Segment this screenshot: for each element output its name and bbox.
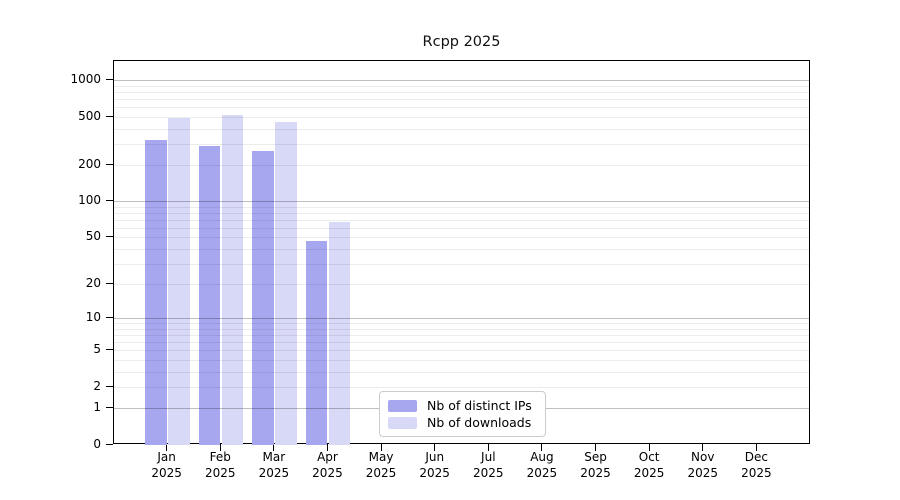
x-tick-mark (755, 444, 757, 451)
x-tick-label: Jul 2025 (473, 450, 504, 480)
bar-nb-of-distinct-ips (252, 150, 274, 445)
y-tick-mark (106, 386, 113, 387)
y-tick-mark (106, 407, 113, 409)
y-tick-label: 200 (78, 157, 101, 172)
gridline-minor (114, 248, 809, 250)
legend-label-downloads: Nb of downloads (427, 414, 532, 430)
legend-swatch-downloads (388, 416, 417, 429)
gridline-minor (114, 323, 809, 325)
x-tick-label: Nov 2025 (687, 450, 719, 480)
gridline-minor (114, 165, 809, 167)
x-tick-label: Aug 2025 (526, 450, 558, 480)
y-tick-mark (106, 317, 113, 319)
y-tick-label: 2 (93, 379, 101, 393)
bar-nb-of-downloads (275, 121, 297, 445)
gridline-major (114, 80, 809, 82)
plot-area (113, 60, 810, 445)
x-tick-label: Dec 2025 (741, 450, 772, 480)
x-tick-mark (648, 444, 650, 451)
gridline-minor (114, 206, 809, 208)
y-tick-mark (106, 349, 113, 351)
legend-entry-downloads: Nb of downloads (388, 414, 537, 430)
x-tick-mark (595, 444, 597, 451)
gridline-minor (114, 387, 809, 388)
y-tick-mark (106, 115, 113, 117)
x-tick-mark (166, 444, 168, 451)
y-tick-mark (106, 79, 113, 81)
y-tick-mark (106, 200, 113, 202)
legend-swatch-distinct-ips (388, 399, 417, 412)
gridline-minor (114, 213, 809, 215)
bar-nb-of-distinct-ips (198, 145, 221, 445)
x-tick-mark (541, 444, 543, 451)
x-tick-label: Apr 2025 (312, 450, 343, 480)
gridline-minor (114, 371, 809, 373)
x-tick-label: Mar 2025 (258, 450, 290, 480)
gridline-minor (114, 99, 809, 101)
legend-label-distinct-ips: Nb of distinct IPs (427, 397, 532, 413)
gridline-minor (114, 143, 809, 145)
chart-title: Rcpp 2025 (422, 34, 501, 50)
gridline-minor (114, 219, 809, 221)
bar-nb-of-downloads (168, 117, 190, 445)
gridline-minor (114, 227, 809, 229)
gridline-minor (114, 116, 809, 118)
gridline-minor (114, 92, 809, 94)
gridline-minor (114, 350, 809, 352)
y-tick-mark (106, 164, 113, 166)
y-tick-label: 5 (93, 342, 101, 357)
x-tick-mark (487, 444, 489, 451)
gridline-minor (114, 128, 809, 130)
gridline-minor (114, 342, 809, 344)
gridline-major (114, 201, 809, 203)
bar-nb-of-distinct-ips (305, 240, 328, 445)
x-tick-label: Jun 2025 (419, 450, 450, 480)
gridline-minor (114, 237, 809, 239)
x-tick-mark (434, 444, 436, 451)
y-tick-label: 50 (85, 229, 101, 244)
y-tick-label: 100 (78, 193, 101, 208)
x-tick-mark (380, 444, 382, 451)
gridline-minor (114, 360, 809, 362)
gridline-minor (114, 335, 809, 337)
gridline-minor (114, 284, 809, 286)
y-tick-mark (106, 283, 113, 285)
x-tick-label: Feb 2025 (204, 450, 236, 480)
y-tick-mark (106, 444, 113, 445)
x-tick-label: Sep 2025 (580, 450, 611, 480)
legend-entry-distinct-ips: Nb of distinct IPs (388, 397, 537, 413)
y-tick-label: 20 (85, 276, 101, 291)
y-tick-mark (106, 236, 113, 238)
bar-nb-of-downloads (221, 114, 244, 445)
bar-nb-of-downloads (328, 222, 351, 445)
x-tick-label: Oct 2025 (633, 450, 665, 480)
x-tick-label: Jan 2025 (151, 450, 182, 480)
bar-nb-of-distinct-ips (145, 139, 167, 445)
x-tick-mark (219, 444, 221, 451)
y-tick-label: 10 (85, 310, 101, 325)
x-tick-mark (702, 444, 704, 451)
x-tick-label: May 2025 (365, 450, 397, 480)
x-tick-mark (273, 444, 275, 451)
x-tick-mark (326, 444, 328, 451)
gridline-major (114, 318, 809, 320)
gridline-minor (114, 107, 809, 109)
gridline-minor (114, 263, 809, 265)
gridline-minor (114, 329, 809, 330)
y-tick-label: 0 (93, 437, 101, 451)
y-tick-label: 1 (93, 400, 101, 415)
gridline-minor (114, 85, 809, 87)
y-tick-label: 500 (78, 108, 101, 123)
legend: Nb of distinct IPs Nb of downloads (379, 391, 546, 437)
y-tick-label: 1000 (70, 72, 101, 87)
